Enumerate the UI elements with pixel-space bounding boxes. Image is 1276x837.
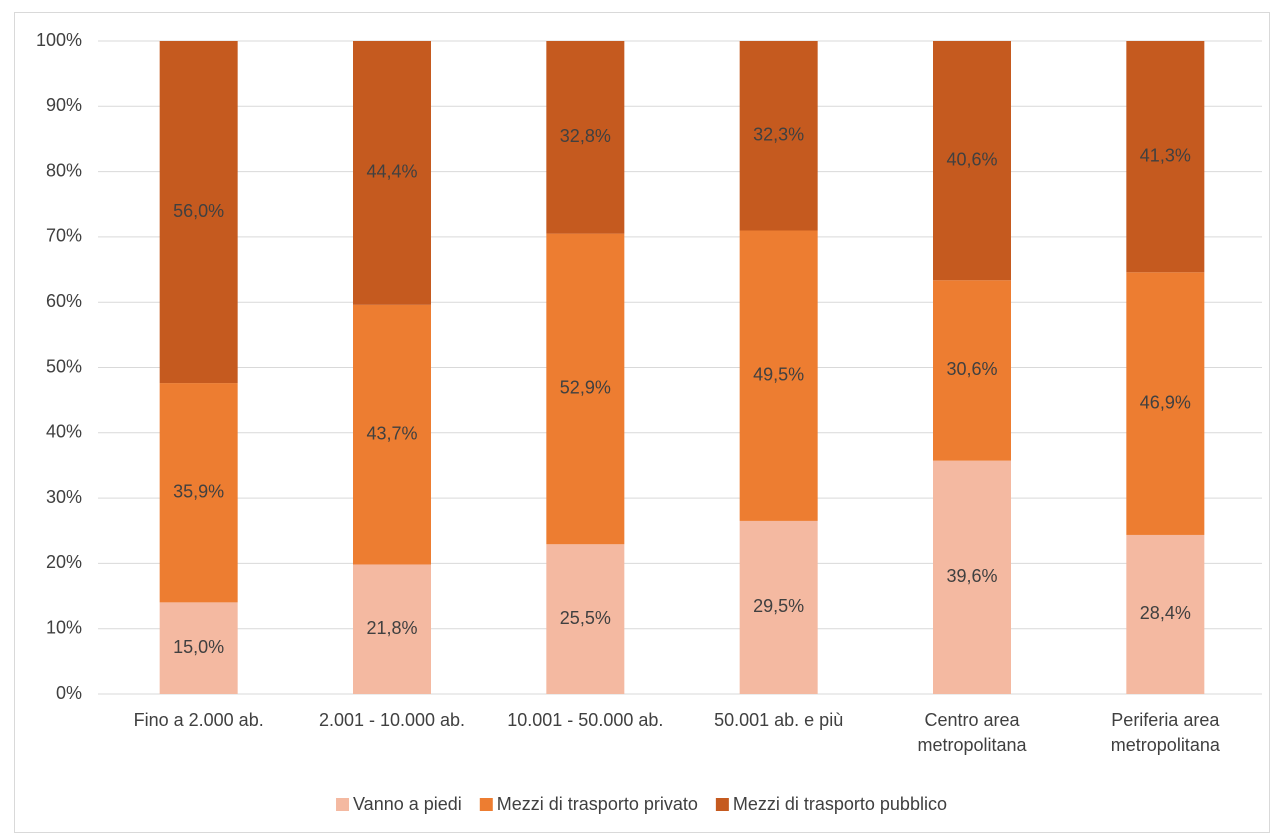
data-label: 40,6% xyxy=(946,149,997,169)
legend-label: Mezzi di trasporto privato xyxy=(497,794,698,814)
y-tick-label: 90% xyxy=(46,95,82,115)
data-label: 41,3% xyxy=(1140,145,1191,165)
data-label: 46,9% xyxy=(1140,392,1191,412)
bar-segment xyxy=(546,544,625,694)
data-label: 15,0% xyxy=(173,637,224,657)
data-label: 56,0% xyxy=(173,201,224,221)
data-label: 35,9% xyxy=(173,481,224,501)
bar-segment xyxy=(546,41,625,234)
bar-segment xyxy=(739,41,818,231)
data-label: 28,4% xyxy=(1140,603,1191,623)
x-tick-label: Fino a 2.000 ab. xyxy=(134,710,264,730)
bar-segment xyxy=(353,304,431,565)
data-label: 39,6% xyxy=(946,566,997,586)
bar-segment xyxy=(933,41,1011,281)
bar-segment xyxy=(353,564,431,694)
y-tick-label: 100% xyxy=(36,30,82,50)
bar-segment xyxy=(739,520,818,694)
legend-swatch xyxy=(715,798,729,811)
data-label: 30,6% xyxy=(946,359,997,379)
data-label: 32,3% xyxy=(753,125,804,145)
bar-segment xyxy=(353,41,431,305)
data-label: 43,7% xyxy=(366,423,417,443)
legend-label: Vanno a piedi xyxy=(353,794,462,814)
y-tick-label: 0% xyxy=(56,683,82,703)
bar-segment xyxy=(1126,272,1205,535)
y-tick-label: 30% xyxy=(46,487,82,507)
x-tick-label: 50.001 ab. e più xyxy=(714,710,843,730)
y-tick-label: 60% xyxy=(46,291,82,311)
x-tick-label: 2.001 - 10.000 ab. xyxy=(319,710,465,730)
y-tick-label: 40% xyxy=(46,422,82,442)
legend-swatch xyxy=(479,798,493,811)
y-tick-label: 20% xyxy=(46,552,82,572)
x-tick-label: Periferia area metropolitana xyxy=(1111,710,1221,755)
data-label: 52,9% xyxy=(560,378,611,398)
bar-segment xyxy=(1126,534,1205,694)
data-label: 21,8% xyxy=(366,618,417,638)
data-label: 32,8% xyxy=(560,126,611,146)
data-label: 29,5% xyxy=(753,596,804,616)
legend-swatch xyxy=(336,798,350,811)
bar-segment xyxy=(1126,41,1205,273)
y-tick-label: 10% xyxy=(46,617,82,637)
y-tick-label: 80% xyxy=(46,160,82,180)
bar-segment xyxy=(739,230,818,521)
bar-segment xyxy=(546,233,625,545)
bar-segment xyxy=(159,41,238,384)
bar-segment xyxy=(933,460,1011,694)
legend-label: Mezzi di trasporto pubblico xyxy=(733,794,947,814)
bar-segment xyxy=(933,280,1011,461)
x-tick-label: 10.001 - 50.000 ab. xyxy=(507,710,663,730)
data-label: 44,4% xyxy=(366,162,417,182)
y-tick-label: 70% xyxy=(46,226,82,246)
data-label: 49,5% xyxy=(753,364,804,384)
bar-segment xyxy=(159,602,238,694)
x-tick-label: Centro area metropolitana xyxy=(917,710,1027,755)
bar-segment xyxy=(159,383,238,603)
data-label: 25,5% xyxy=(560,608,611,628)
y-tick-label: 50% xyxy=(46,356,82,376)
